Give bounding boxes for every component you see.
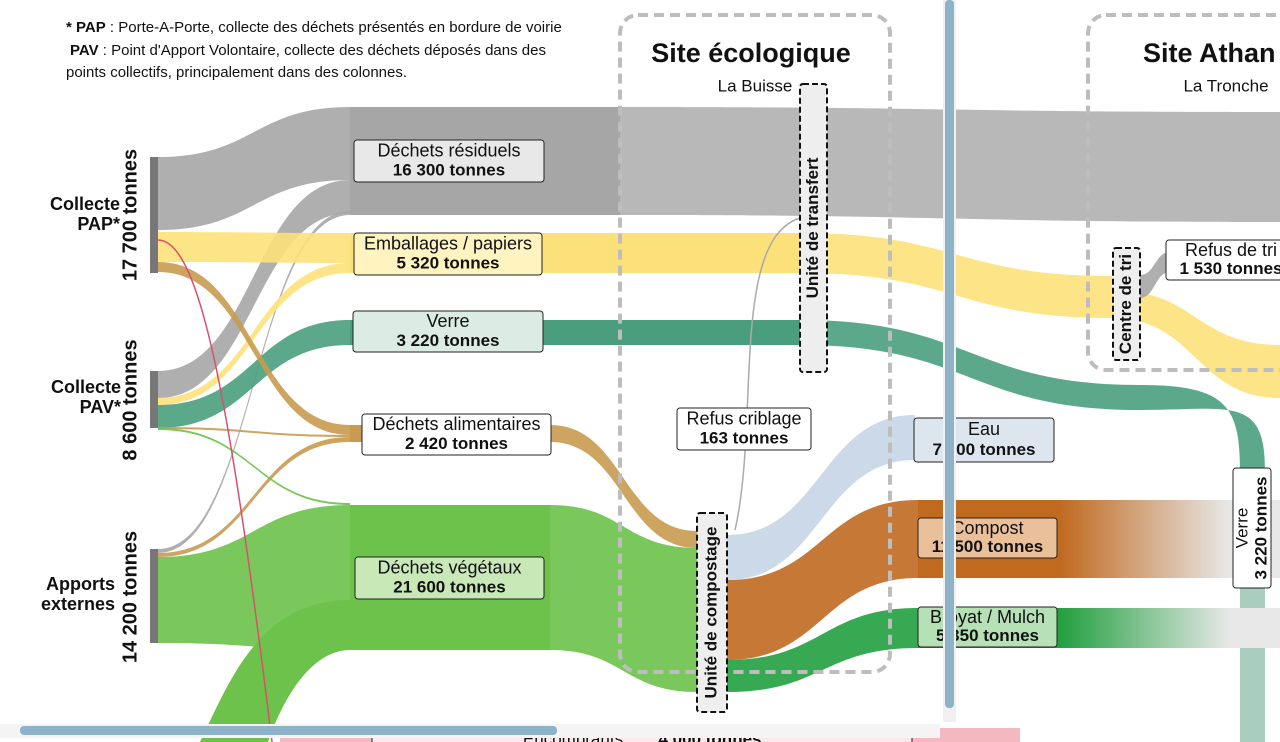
frames <box>618 13 1280 674</box>
source-amount: 14 200 tonnes <box>119 531 141 663</box>
stream-box <box>354 556 545 600</box>
flow <box>734 217 801 531</box>
source-label: PAV* <box>80 397 121 417</box>
output-box <box>1232 467 1272 589</box>
flow <box>727 500 918 660</box>
source-bar <box>150 157 158 273</box>
stream-amount: 5 320 tonnes <box>397 254 500 273</box>
output-amount: 3 220 tonnes <box>1251 477 1270 580</box>
stream-amount: 16 300 tonnes <box>393 161 505 180</box>
site-frame <box>618 13 892 674</box>
output-amount: 5 350 tonnes <box>936 626 1039 645</box>
scroll-thumb[interactable] <box>945 0 954 708</box>
unit-label: Unité de compostage <box>701 527 720 699</box>
flow <box>550 425 697 548</box>
unit-label: Centre de tri <box>1116 254 1135 354</box>
legend-part: : Point d'Apport Volontaire, collecte de… <box>99 42 546 59</box>
output-amount: 7 000 tonnes <box>933 440 1036 459</box>
source-bar <box>150 371 158 428</box>
source-bar <box>150 549 158 643</box>
output-amount: 163 tonnes <box>700 429 789 448</box>
flow <box>158 263 350 405</box>
unit-label: Unité de transfert <box>803 157 822 298</box>
flow <box>800 320 1140 410</box>
flow <box>158 427 350 437</box>
flow <box>158 437 350 557</box>
flow <box>158 232 350 263</box>
flow <box>158 428 350 505</box>
output-box <box>1165 239 1280 281</box>
flow <box>157 239 273 742</box>
stream-box <box>361 413 552 456</box>
site-title: Site écologique <box>651 38 851 68</box>
legend-part: * PAP <box>66 19 106 36</box>
scroll-thumb[interactable] <box>20 726 557 735</box>
source-label: Collecte <box>50 194 120 214</box>
site-title: Site Athan <box>1143 38 1276 68</box>
output-label: Eau <box>968 419 1000 439</box>
output-amount: 11 500 tonnes <box>932 537 1044 556</box>
scrollbars <box>0 0 956 738</box>
stream-box <box>353 232 543 276</box>
stream-box <box>353 139 545 183</box>
flow <box>158 180 350 398</box>
output-box <box>676 407 812 451</box>
stream-amount: 2 420 tonnes <box>405 434 508 453</box>
legend-text: points collectifs, principalement dans d… <box>66 64 407 81</box>
unit-box <box>696 512 728 713</box>
unit-box <box>799 83 828 373</box>
output-amount: 1 530 tonnes <box>1180 259 1280 278</box>
source-amount: 17 700 tonnes <box>119 149 141 281</box>
flow <box>158 320 350 428</box>
output-label: Refus de tri <box>1185 240 1277 260</box>
source-label: PAP* <box>77 214 120 234</box>
legend-text: PAV : Point d'Apport Volontaire, collect… <box>70 42 546 59</box>
flow <box>727 415 915 580</box>
legend-part: points collectifs, principalement dans d… <box>66 64 407 81</box>
site-frame <box>1086 13 1280 372</box>
output-label: Verre <box>1232 508 1251 549</box>
flow <box>1140 252 1170 298</box>
flow <box>158 262 350 435</box>
stream-label: Déchets végétaux <box>377 558 521 578</box>
legend-text: * PAP : Porte-A-Porte, collecte des déch… <box>66 19 562 36</box>
site-location: La Buisse <box>718 76 793 95</box>
flow <box>158 107 350 230</box>
flow <box>550 505 697 692</box>
source-label: Collecte <box>51 377 121 397</box>
stream-label: Déchets alimentaires <box>372 414 540 434</box>
stream-label: Déchets résiduels <box>377 141 520 161</box>
site-location: La Tronche <box>1183 76 1268 95</box>
flow <box>1140 385 1265 470</box>
unit-box <box>1112 247 1141 361</box>
stream-box <box>352 310 544 353</box>
legend-part: PAV <box>70 42 99 59</box>
source-label: Apports <box>46 574 115 594</box>
flow <box>200 600 350 742</box>
stream-amount: 3 220 tonnes <box>397 331 500 350</box>
stream-amount: 21 600 tonnes <box>393 578 505 597</box>
output-label: Broyat / Mulch <box>930 607 1045 627</box>
source-amount: 8 600 tonnes <box>119 339 141 460</box>
stream-label: Emballages / papiers <box>364 234 532 254</box>
output-label: Compost <box>951 518 1023 538</box>
stream-label: Verre <box>426 311 469 331</box>
source-label: externes <box>41 594 115 614</box>
legend-part: : Porte-A-Porte, collecte des déchets pr… <box>106 19 562 36</box>
output-label: Refus criblage <box>686 409 801 429</box>
